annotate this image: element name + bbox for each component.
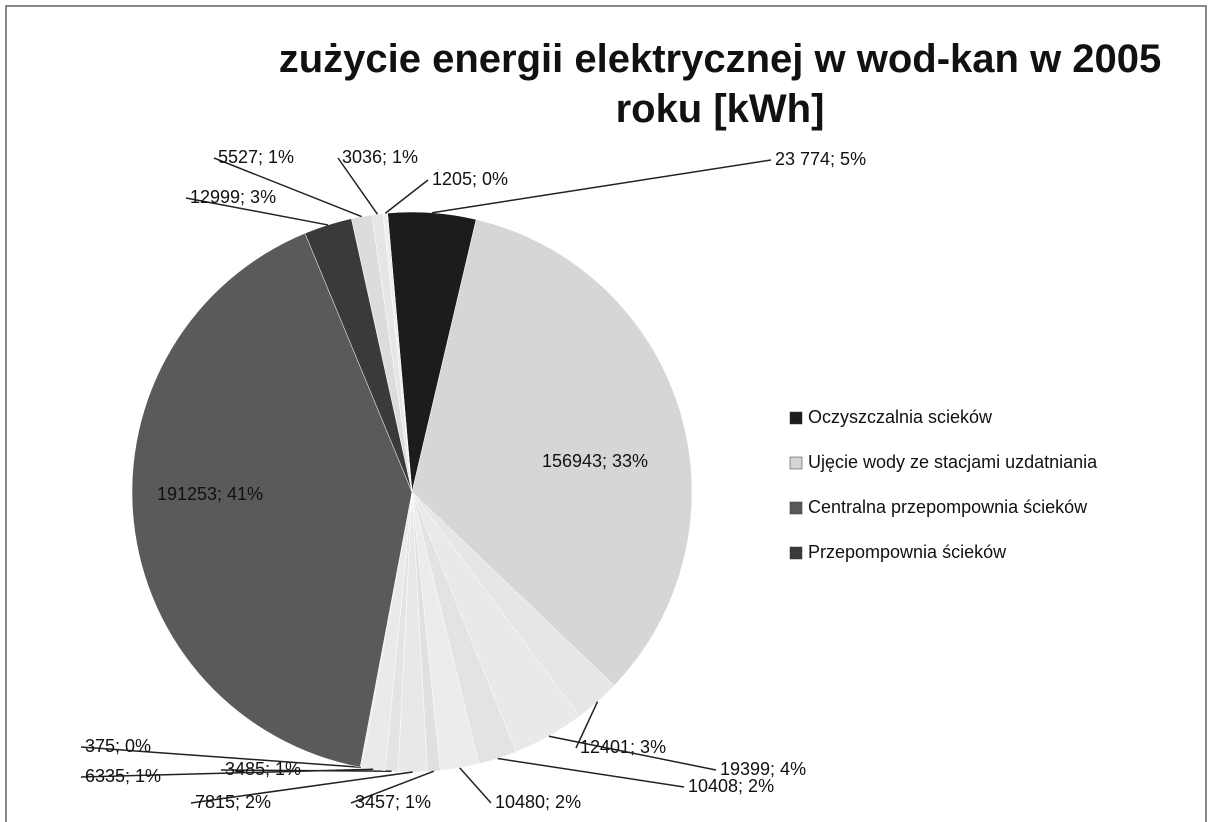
leader-line	[80, 746, 361, 769]
legend-label: Ujęcie wody ze stacjami uzdatniania	[808, 452, 1098, 472]
data-label: 19399; 4%	[720, 759, 806, 779]
data-label: 156943; 33%	[542, 451, 648, 471]
data-label: 375; 0%	[85, 736, 151, 756]
legend-swatch	[789, 411, 803, 425]
pie-slice	[131, 232, 413, 768]
legend-label: Centralna przepompownia ścieków	[808, 497, 1088, 517]
data-label: 23 774; 5%	[775, 149, 866, 169]
data-label: 3036; 1%	[342, 147, 418, 167]
legend-swatch	[789, 456, 803, 470]
legend-swatch	[789, 546, 803, 560]
leader-line	[213, 157, 362, 218]
data-label: 10480; 2%	[495, 792, 581, 812]
data-label: 1205; 0%	[432, 169, 508, 189]
pie-slice	[411, 219, 693, 686]
leader-line	[548, 735, 717, 771]
legend-label: Przepompownia ścieków	[808, 542, 1007, 562]
leader-line	[350, 770, 435, 804]
frame	[5, 5, 1207, 822]
data-label: 10408; 2%	[688, 776, 774, 796]
legend-label: Oczyszczalnia scieków	[808, 407, 993, 427]
data-label: 7815; 2%	[195, 792, 271, 812]
data-label: 12999; 3%	[190, 187, 276, 207]
leader-line	[459, 767, 492, 804]
data-label: 3485; 1%	[225, 759, 301, 779]
leader-line	[575, 701, 599, 749]
data-label: 191253; 41%	[157, 484, 263, 504]
leader-line	[185, 197, 328, 226]
leader-line	[384, 179, 429, 214]
leader-line	[497, 757, 685, 788]
leader-line	[337, 157, 379, 215]
chart-title: zużycie energii elektrycznej w wod-kan w…	[278, 37, 1162, 131]
data-label: 6335; 1%	[85, 766, 161, 786]
data-label: 12401; 3%	[580, 737, 666, 757]
legend-swatch	[789, 501, 803, 515]
leader-line	[80, 768, 374, 778]
data-label: 3457; 1%	[355, 792, 431, 812]
leader-line	[190, 771, 413, 804]
leader-line	[432, 159, 772, 214]
data-label: 5527; 1%	[218, 147, 294, 167]
